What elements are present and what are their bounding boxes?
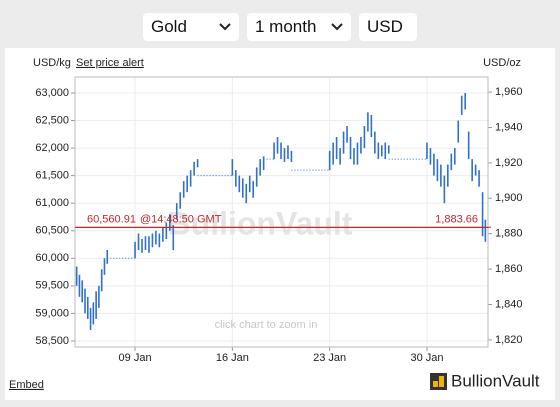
y2-tick-label: 1,940 (495, 121, 523, 133)
logo-icon (430, 373, 447, 390)
y-tick-label: 62,000 (35, 142, 69, 154)
y2-tick-label: 1,820 (495, 334, 523, 346)
logo-bar (433, 381, 438, 387)
y-tick-label: 58,500 (35, 335, 69, 347)
period: 1 month (255, 17, 317, 36)
x-tick-label: 09 Jan (119, 352, 152, 364)
logo: BullionVault (430, 371, 540, 390)
y-tick-label: 61,000 (35, 197, 69, 209)
y-tick-label: 60,000 (35, 252, 69, 264)
right-axis-label: USD/oz (483, 57, 521, 69)
y-tick-label: 60,500 (35, 225, 69, 237)
x-tick-label: 16 Jan (216, 352, 249, 364)
y2-tick-label: 1,960 (495, 86, 523, 98)
y-tick-label: 63,000 (35, 87, 69, 99)
logo-bar (439, 376, 444, 387)
y2-tick-label: 1,840 (495, 298, 523, 310)
x-tick-label: 23 Jan (313, 352, 346, 364)
plot-frame (74, 76, 489, 348)
current-price-time: @14:48:50 GMT (140, 213, 222, 225)
chevron (331, 23, 343, 31)
y-tick-label: 62,500 (35, 114, 69, 126)
left-axis-label: USD/kg (33, 57, 71, 69)
y2-tick-label: 1,880 (495, 228, 523, 240)
current-price-oz-label: 1,883.66 (435, 213, 478, 225)
y2-tick-label: 1,920 (495, 157, 523, 169)
chevron (219, 23, 231, 31)
y2-tick-label: 1,860 (495, 263, 523, 275)
y-tick-label: 59,000 (35, 307, 69, 319)
watermark: BullionVault (168, 205, 353, 241)
currency-select[interactable]: USD (359, 13, 417, 41)
x-tick-label: 30 Jan (410, 352, 443, 364)
price-alert-link[interactable]: Set price alert (76, 57, 144, 69)
embed-link[interactable]: Embed (9, 379, 44, 391)
controls: Gold 1 month USD (0, 13, 560, 41)
chart[interactable]: USD/kg Set price alert USD/oz BullionVau… (5, 48, 555, 400)
metal: Gold (151, 17, 187, 36)
period-select[interactable]: 1 month (247, 13, 351, 41)
metal-select[interactable]: Gold (143, 13, 239, 41)
current-price-label: 60,560.91 (87, 213, 136, 225)
currency: USD (367, 17, 403, 36)
y-tick-label: 61,500 (35, 170, 69, 182)
logo-text: BullionVault (451, 371, 540, 390)
zoom-hint: click chart to zoom in (215, 319, 318, 331)
y2-tick-label: 1,900 (495, 192, 523, 204)
y-tick-label: 59,500 (35, 280, 69, 292)
chart-panel: USD/kg Set price alert USD/oz BullionVau… (5, 48, 555, 400)
